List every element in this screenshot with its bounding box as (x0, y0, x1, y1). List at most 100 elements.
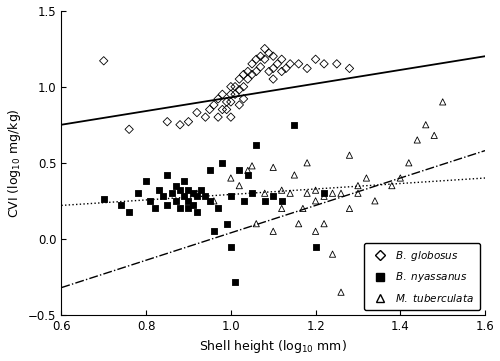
Point (125, 126, 133, 132)
Point (244, 69, 252, 74)
Point (248, 61, 256, 67)
Point (184, 205, 192, 211)
Point (260, 198, 268, 204)
Legend: $\it{B.\ globosus}$, $\it{B.\ nyassanus}$, $\it{M.\ tuberculata}$: $\it{B.\ globosus}$, $\it{B.\ nyassanus}… (364, 243, 480, 310)
Point (193, 110, 201, 116)
Point (146, 198, 154, 204)
Point (278, 198, 285, 204)
Point (422, 122, 430, 128)
Point (227, 175, 235, 181)
Point (346, 152, 354, 158)
Point (294, 221, 302, 227)
Point (328, 251, 336, 257)
Point (269, 229, 277, 234)
Point (269, 76, 277, 82)
Point (218, 160, 226, 166)
Point (414, 137, 422, 143)
Point (328, 190, 336, 196)
Point (252, 69, 260, 74)
Point (282, 65, 290, 71)
Point (142, 178, 150, 184)
Point (180, 178, 188, 184)
Point (222, 99, 230, 105)
Point (337, 190, 345, 196)
Point (346, 205, 354, 211)
Point (320, 61, 328, 67)
Point (227, 99, 235, 105)
Point (172, 183, 180, 188)
Point (222, 106, 230, 112)
Point (227, 84, 235, 90)
Point (202, 114, 209, 120)
Point (134, 190, 141, 196)
Point (252, 221, 260, 227)
Point (210, 229, 218, 234)
Point (227, 193, 235, 199)
Point (176, 122, 184, 128)
Point (269, 65, 277, 71)
Point (346, 65, 354, 71)
Point (278, 56, 285, 62)
Point (290, 122, 298, 128)
Point (312, 198, 320, 204)
Point (320, 190, 328, 196)
Point (303, 65, 311, 71)
Point (256, 53, 264, 59)
Point (244, 172, 252, 178)
Point (164, 119, 172, 125)
Point (240, 71, 248, 77)
Point (312, 229, 320, 234)
Point (227, 114, 235, 120)
Point (286, 61, 294, 67)
Point (231, 279, 239, 284)
Point (176, 205, 184, 211)
Point (405, 160, 413, 166)
Point (333, 61, 341, 67)
Point (218, 106, 226, 112)
Point (184, 198, 192, 204)
Point (320, 221, 328, 227)
Point (256, 64, 264, 70)
Point (396, 175, 404, 181)
Point (312, 56, 320, 62)
Point (227, 91, 235, 97)
Point (100, 58, 108, 64)
Point (125, 209, 133, 214)
Point (286, 190, 294, 196)
Point (278, 187, 285, 193)
Point (210, 102, 218, 108)
Point (278, 205, 285, 211)
Point (236, 76, 244, 82)
Point (320, 193, 328, 199)
Point (337, 289, 345, 295)
Point (236, 87, 244, 93)
Point (388, 183, 396, 188)
Point (240, 96, 248, 102)
Point (172, 198, 180, 204)
Point (180, 193, 188, 199)
Point (202, 193, 209, 199)
Point (248, 163, 256, 169)
Point (290, 172, 298, 178)
X-axis label: Shell height (log$_{10}$ mm): Shell height (log$_{10}$ mm) (199, 339, 347, 356)
Point (227, 244, 235, 249)
Point (184, 187, 192, 193)
Point (260, 46, 268, 52)
Point (222, 221, 230, 227)
Point (252, 56, 260, 62)
Point (248, 190, 256, 196)
Point (380, 282, 388, 287)
Point (294, 61, 302, 67)
Point (231, 84, 239, 90)
Point (299, 205, 307, 211)
Point (214, 205, 222, 211)
Point (240, 84, 248, 90)
Point (260, 56, 268, 62)
Point (164, 203, 172, 208)
Point (265, 50, 273, 56)
Point (303, 190, 311, 196)
Point (248, 71, 256, 77)
Point (116, 203, 124, 208)
Point (155, 187, 163, 193)
Point (231, 91, 239, 97)
